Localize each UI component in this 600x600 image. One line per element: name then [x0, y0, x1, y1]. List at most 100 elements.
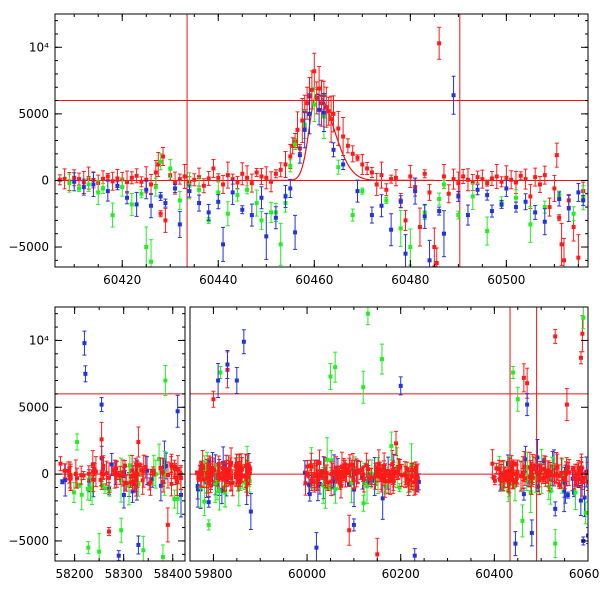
- blue-outlier-point: [525, 393, 530, 417]
- blue-data-point: [437, 206, 442, 216]
- red-outlier-point: [521, 363, 526, 393]
- red-data-point: [137, 462, 142, 468]
- red-data-point: [240, 162, 245, 186]
- green-data-point: [441, 179, 446, 189]
- red-data-point: [86, 465, 91, 483]
- red-data-point: [134, 168, 139, 184]
- red-data-point: [120, 459, 125, 487]
- red-data-point: [408, 164, 413, 188]
- red-data-point: [198, 461, 203, 487]
- red-data-point: [160, 457, 165, 487]
- top-axes-frame: [54, 13, 589, 268]
- red-data-point: [489, 170, 494, 186]
- red-data-point: [403, 461, 408, 489]
- blue-data-point: [456, 190, 461, 202]
- red-data-point: [393, 169, 398, 187]
- blue-data-point: [288, 178, 293, 198]
- green-data-point: [175, 483, 180, 515]
- red-data-point: [81, 470, 86, 480]
- y-tick-label: 0: [41, 467, 49, 481]
- x-tick-label: 60460: [295, 273, 333, 287]
- red-data-point: [341, 117, 346, 157]
- red-data-point: [506, 470, 511, 492]
- red-data-point: [461, 168, 466, 184]
- red-outlier-point: [578, 351, 583, 365]
- red-data-point: [533, 167, 538, 187]
- red-data-point: [177, 173, 182, 185]
- blue-data-point: [240, 205, 245, 215]
- blue-outlier-point: [206, 496, 211, 508]
- red-data-point: [62, 168, 67, 190]
- green-data-point: [437, 192, 442, 206]
- green-data-point: [293, 138, 298, 150]
- green-outlier-point: [361, 370, 366, 404]
- y-tick-label: 10⁴: [29, 40, 49, 54]
- red-data-point: [283, 150, 288, 178]
- green-data-point: [312, 87, 317, 123]
- blue-data-point: [576, 182, 581, 202]
- green-data-point: [269, 201, 274, 223]
- blue-data-point: [451, 75, 456, 115]
- red-data-point: [490, 449, 495, 479]
- x-tick-label: 60440: [199, 273, 237, 287]
- blue-data-point: [206, 203, 211, 221]
- red-data-point: [319, 79, 324, 127]
- red-data-point: [350, 145, 355, 163]
- red-outlier-point: [165, 507, 170, 543]
- red-data-point: [561, 237, 566, 267]
- green-data-point: [120, 177, 125, 197]
- red-data-point: [528, 183, 533, 209]
- green-outlier-point: [206, 519, 211, 531]
- red-data-point: [326, 96, 331, 126]
- red-data-point: [345, 138, 350, 154]
- green-outlier-point: [75, 433, 80, 451]
- green-data-point: [571, 206, 576, 222]
- blue-data-point: [273, 206, 278, 230]
- red-data-point: [209, 481, 214, 491]
- blue-data-point: [144, 180, 149, 200]
- green-outlier-point: [163, 365, 168, 397]
- top-x-axis: 60420 60440 60460 60480 60500: [73, 14, 579, 287]
- red-data-point: [278, 162, 283, 178]
- y-tick-label: −5000: [8, 534, 49, 548]
- x-tick-label: 58300: [105, 567, 143, 581]
- green-data-point: [485, 216, 490, 246]
- red-data-point: [110, 171, 115, 191]
- red-data-point: [485, 179, 490, 187]
- blue-data-point: [105, 180, 110, 202]
- red-data-point: [129, 171, 134, 185]
- red-data-point: [211, 158, 216, 178]
- green-outlier-point: [160, 544, 165, 561]
- blue-data-point: [321, 93, 326, 133]
- blue-data-point: [230, 179, 235, 205]
- blue-data-point: [125, 191, 130, 205]
- red-data-point: [580, 466, 585, 490]
- blue-data-point: [369, 206, 374, 224]
- red-data-point: [305, 471, 310, 479]
- green-data-point: [118, 457, 123, 503]
- red-data-point: [502, 467, 507, 483]
- green-data-point: [76, 482, 81, 488]
- red-data-point: [555, 453, 560, 481]
- y-tick-label: −5000: [8, 240, 49, 254]
- green-outlier-point: [583, 501, 588, 525]
- red-data-point: [77, 172, 82, 186]
- green-data-point: [110, 202, 115, 228]
- red-data-point: [391, 468, 396, 494]
- red-data-point: [122, 460, 127, 472]
- red-data-point: [310, 477, 315, 487]
- green-data-point: [144, 226, 149, 267]
- blue-outlier-point: [82, 330, 87, 356]
- x-tick-label: 60480: [391, 273, 429, 287]
- green-outlier-point: [141, 535, 146, 561]
- red-data-point: [336, 111, 341, 147]
- red-data-point: [365, 161, 370, 175]
- blue-data-point: [163, 198, 168, 208]
- blue-data-point: [302, 111, 307, 149]
- red-data-point: [73, 459, 78, 489]
- red-data-point: [446, 184, 451, 204]
- blue-outlier-point: [83, 365, 88, 383]
- green-data-point: [139, 189, 144, 199]
- blue-data-point: [475, 184, 480, 196]
- red-data-point: [494, 163, 499, 189]
